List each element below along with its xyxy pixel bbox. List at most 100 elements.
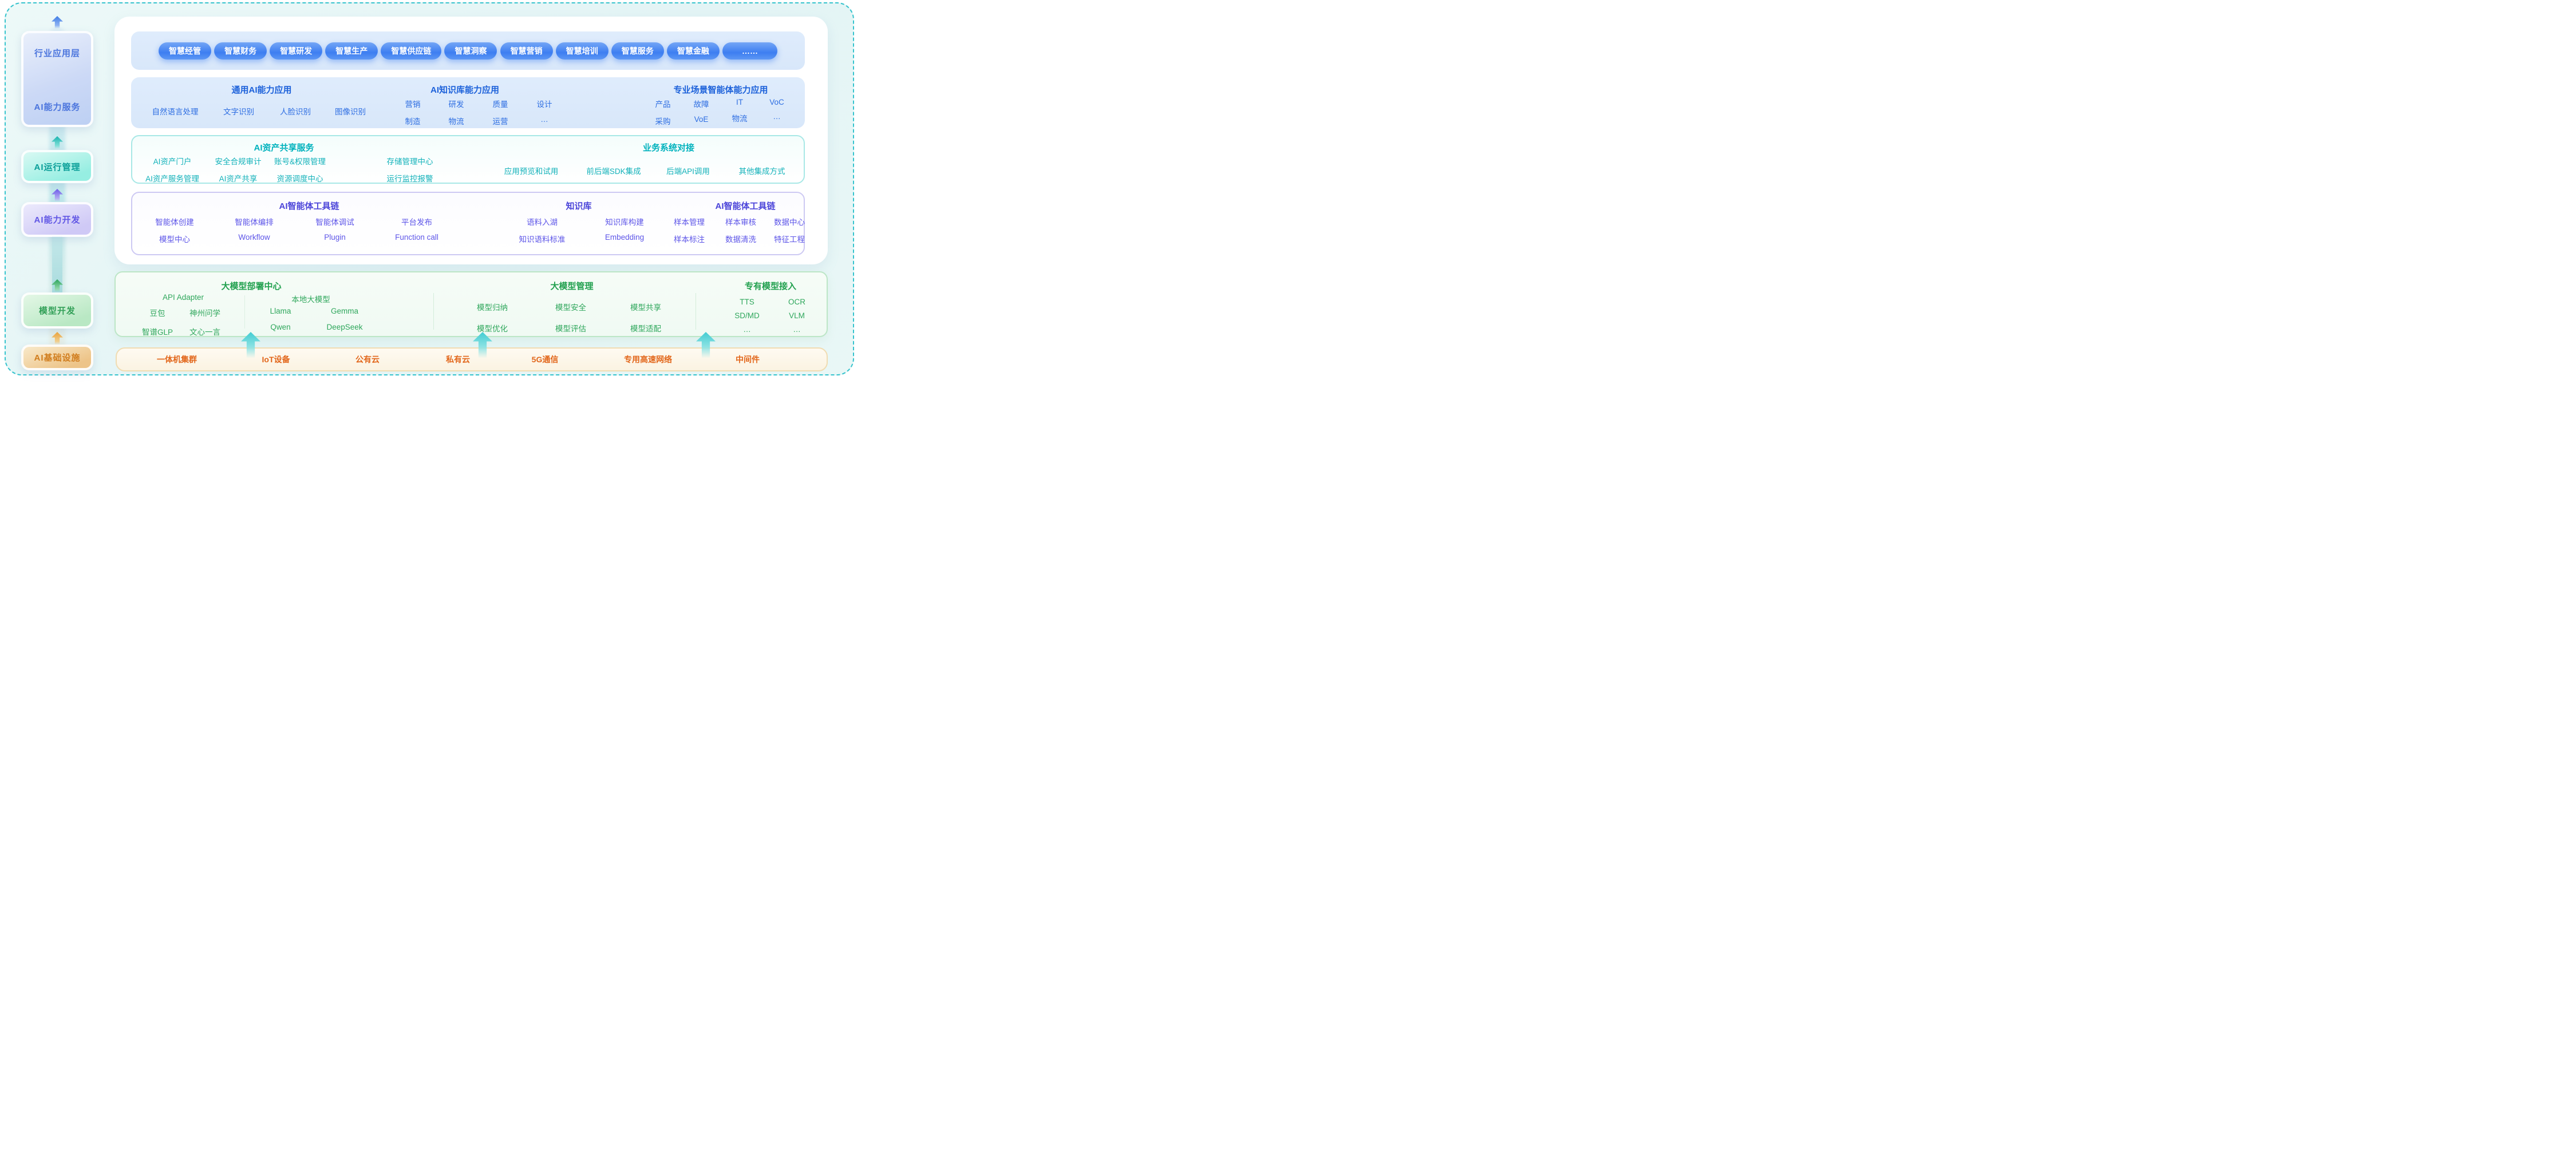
- app-item: IT: [736, 98, 743, 106]
- model-item: Gemma: [330, 307, 359, 315]
- tool-item: 平台发布: [401, 218, 432, 227]
- flow-beam: [52, 236, 62, 293]
- tool-item: 数据清洗: [725, 235, 756, 244]
- model-item: Qwen: [270, 323, 291, 331]
- pill-smart-training[interactable]: 智慧培训: [555, 42, 609, 60]
- local-models-title: 本地大模型: [291, 295, 330, 304]
- app-item: 设计: [536, 100, 552, 109]
- tool-column: 语料入湖 知识语料标准: [519, 216, 566, 244]
- infra-item: IoT设备: [262, 355, 290, 364]
- model-column: 模型共享 模型适配: [630, 301, 661, 334]
- asset-item: AI资产服务管理: [145, 175, 199, 183]
- asset-sharing-box: AI资产共享服务 AI资产门户 AI资产服务管理 安全合规审计 AI资产共享 账…: [131, 135, 805, 184]
- app-column: 设计 …: [537, 98, 552, 124]
- tool-column: 智能体调试 Plugin: [315, 216, 354, 242]
- model-column: OCR VLM …: [788, 298, 805, 334]
- asset-share-title: AI资产共享服务: [254, 143, 314, 153]
- app-item: …: [773, 112, 781, 121]
- tool-item: 样本审核: [725, 218, 756, 227]
- app-item: 文字识别: [223, 108, 254, 116]
- layer-ai-infrastructure: AI基础设施: [21, 345, 93, 370]
- app-item: 自然语言处理: [152, 108, 199, 116]
- layer-title: 行业应用层: [34, 49, 80, 58]
- tool-item: Embedding: [605, 233, 645, 242]
- pill-smart-supplychain[interactable]: 智慧供应链: [381, 42, 442, 60]
- app-item: 研发: [448, 100, 464, 109]
- model-column: Llama Qwen: [270, 307, 291, 331]
- model-column: 豆包 智谱GLP: [142, 307, 173, 337]
- model-item: TTS: [740, 298, 754, 306]
- main-panel: 智慧经管 智慧财务 智慧研发 智慧生产 智慧供应链 智慧洞察 智慧营销 智慧培训…: [114, 17, 828, 264]
- model-item: VLM: [789, 311, 805, 320]
- model-item: …: [793, 325, 801, 334]
- model-column: 模型归纳 模型优化: [477, 301, 508, 334]
- pill-smart-finance[interactable]: 智慧财务: [214, 42, 267, 60]
- integration-item: 前后端SDK集成: [586, 167, 641, 176]
- tool-chain-box: AI智能体工具链 智能体创建 模型中心 智能体编排 Workflow 智能体调试…: [131, 192, 805, 255]
- pill-smart-management[interactable]: 智慧经管: [159, 42, 211, 60]
- tool-column: 智能体编排 Workflow: [235, 216, 274, 242]
- app-column: 产品 采购: [655, 98, 671, 126]
- app-item: …: [540, 115, 548, 124]
- tool-item: 智能体编排: [235, 218, 274, 227]
- tool-column: 平台发布 Function call: [395, 216, 438, 242]
- tool-item: 特征工程: [774, 235, 805, 244]
- pill-smart-finance2[interactable]: 智慧金融: [666, 42, 720, 60]
- asset-column: 安全合规审计 AI资产共享: [215, 155, 262, 184]
- knowledge-base-title: 知识库: [566, 201, 592, 211]
- pill-smart-insight[interactable]: 智慧洞察: [444, 42, 497, 60]
- model-item: 模型共享: [630, 303, 661, 312]
- asset-item: 账号&权限管理: [274, 157, 326, 166]
- model-item: DeepSeek: [326, 323, 363, 331]
- asset-item: 安全合规审计: [215, 157, 262, 166]
- tool-item: Plugin: [324, 233, 346, 242]
- asset-column: AI资产门户 AI资产服务管理: [145, 155, 199, 184]
- deploy-center-title: 大模型部署中心: [221, 282, 282, 291]
- knowledge-ai-title: AI知识库能力应用: [430, 85, 500, 95]
- tool-item: 知识库构建: [605, 218, 644, 227]
- model-item: OCR: [788, 298, 805, 306]
- layer-industry-apps: 行业应用层 AI能力服务: [21, 31, 93, 127]
- pill-smart-production[interactable]: 智慧生产: [325, 42, 378, 60]
- infra-item: 私有云: [446, 355, 470, 364]
- api-adapter-title: API Adapter: [162, 293, 204, 302]
- asset-column: 存储管理中心 运行监控报警: [387, 155, 433, 184]
- model-item: 模型优化: [477, 325, 508, 333]
- tool-item: 模型中心: [159, 235, 190, 244]
- model-item: SD/MD: [734, 311, 760, 320]
- pill-more[interactable]: ……: [722, 42, 777, 60]
- app-column: IT 物流: [732, 98, 748, 124]
- app-item: VoC: [769, 98, 784, 106]
- model-mgmt-title: 大模型管理: [550, 282, 594, 291]
- model-column: 神州问学 文心一言: [189, 307, 220, 337]
- pill-smart-service[interactable]: 智慧服务: [611, 42, 664, 60]
- asset-item: AI资产共享: [219, 175, 258, 183]
- model-item: 智谱GLP: [141, 328, 173, 337]
- app-item: 运营: [492, 117, 508, 126]
- app-item: 产品: [655, 100, 671, 109]
- pill-smart-rnd[interactable]: 智慧研发: [270, 42, 323, 60]
- general-ai-title: 通用AI能力应用: [231, 85, 292, 95]
- pill-smart-marketing[interactable]: 智慧营销: [500, 42, 553, 60]
- model-item: 豆包: [149, 309, 165, 318]
- divider: [433, 293, 434, 330]
- tool-item: 智能体调试: [315, 218, 354, 227]
- integration-item: 其他集成方式: [738, 167, 785, 176]
- app-item: 人脸识别: [280, 108, 311, 116]
- ai-platform-architecture-diagram: 行业应用层 AI能力服务 AI运行管理 AI能力开发 模型开发 AI基础设施 智…: [0, 0, 859, 390]
- app-column: 研发 物流: [449, 98, 464, 126]
- infrastructure-bar: 一体机集群 IoT设备 公有云 私有云 5G通信 专用高速网络 中间件: [116, 347, 828, 371]
- layer-ai-operation: AI运行管理: [21, 150, 93, 183]
- model-item: 神州问学: [189, 309, 220, 318]
- app-item: 采购: [655, 117, 671, 126]
- infra-item: 中间件: [736, 355, 760, 364]
- infra-item: 专用高速网络: [624, 355, 672, 364]
- data-toolchain-title: AI智能体工具链: [715, 201, 776, 211]
- model-column: TTS SD/MD …: [734, 298, 760, 334]
- model-item: 模型评估: [555, 325, 586, 333]
- infra-item: 一体机集群: [157, 355, 197, 364]
- tool-item: 知识语料标准: [519, 235, 566, 244]
- app-column: 质量 运营: [493, 98, 508, 126]
- asset-item: 运行监控报警: [386, 175, 433, 183]
- private-model-title: 专有模型接入: [744, 282, 797, 291]
